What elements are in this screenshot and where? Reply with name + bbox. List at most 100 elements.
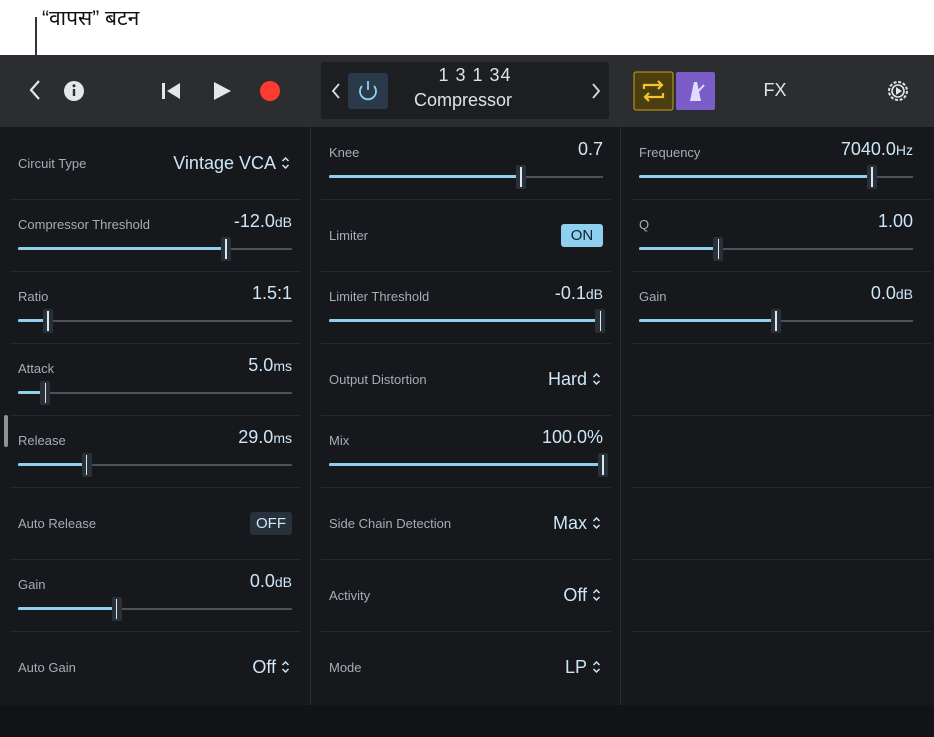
row-divider [631, 343, 931, 344]
control-label: Ratio [18, 289, 49, 304]
menu-chevron [592, 660, 601, 679]
row-divider [631, 415, 931, 416]
slider-track[interactable] [639, 248, 913, 250]
back-button[interactable] [29, 80, 40, 100]
menu-value[interactable]: LP [564, 657, 587, 677]
bottom-bar [0, 705, 934, 737]
chevron-glyph [592, 660, 601, 674]
toggle-button[interactable]: ON [561, 224, 603, 247]
slider-fill [18, 607, 117, 610]
row-divider [631, 199, 931, 200]
control-value: -0.1dB [431, 283, 603, 304]
slider-track[interactable] [18, 464, 292, 466]
rewind-button[interactable] [162, 83, 180, 99]
column-divider [310, 127, 311, 705]
control-label: Gain [18, 577, 46, 592]
slider-fill [639, 319, 776, 322]
control-label: Activity [329, 588, 371, 603]
cycle-glyph [642, 80, 665, 102]
menu-chevron [592, 372, 601, 391]
slider-handle-line [115, 599, 118, 619]
cycle-button[interactable] [633, 71, 674, 111]
slider-handle-line [44, 383, 47, 403]
position-display: 1 3 1 34 [438, 65, 512, 85]
scroll-indicator [4, 415, 8, 447]
settings-button[interactable] [888, 81, 908, 101]
slider-handle-line [602, 455, 604, 475]
menu-value[interactable]: Vintage VCA [173, 153, 276, 173]
menu-value[interactable]: Off [563, 585, 587, 605]
slider-fill [329, 175, 521, 178]
value-unit: dB [274, 574, 292, 590]
row-divider [631, 271, 931, 272]
control-label: Mode [329, 660, 362, 675]
value-number: 29.0 [238, 427, 274, 447]
row-divider [10, 559, 300, 560]
slider-handle-line [225, 239, 227, 259]
control-label: Attack [18, 361, 55, 376]
menu-value[interactable]: Max [552, 513, 587, 533]
menu-value[interactable]: Hard [547, 369, 587, 389]
menu-chevron [281, 660, 290, 679]
value-unit: dB [585, 286, 603, 302]
slider-fill [639, 175, 872, 178]
row-divider [631, 631, 931, 632]
slider-fill [18, 247, 227, 250]
power-button[interactable] [348, 73, 388, 109]
value-unit: ms [273, 358, 292, 374]
callout-line [35, 17, 37, 80]
value-number: 0.0 [249, 571, 275, 591]
control-label: Mix [329, 433, 350, 448]
slider-fill [18, 319, 49, 322]
control-label: Gain [639, 289, 667, 304]
row-divider [321, 631, 611, 632]
value-number: 0.0 [870, 283, 896, 303]
row-divider [321, 415, 611, 416]
row-divider [321, 559, 611, 560]
toggle-button[interactable]: OFF [250, 512, 292, 535]
control-label: Compressor Threshold [18, 217, 150, 232]
plugin-name: Compressor [413, 90, 513, 110]
chevron-glyph [592, 588, 601, 602]
metronome-glyph [692, 84, 705, 98]
row-divider [10, 631, 300, 632]
value-number: -12.0 [233, 211, 275, 231]
control-label: Limiter [329, 228, 369, 243]
row-divider [10, 487, 300, 488]
slider-handle-line [85, 455, 88, 475]
slider-fill [329, 319, 601, 322]
value-number: 7040.0 [840, 139, 896, 159]
fx-button[interactable]: FX [763, 80, 787, 100]
control-label: Circuit Type [18, 156, 87, 171]
value-unit: ms [273, 430, 292, 446]
control-label: Side Chain Detection [329, 516, 452, 531]
value-unit: Hz [895, 142, 913, 158]
control-value: 0.0dB [120, 571, 292, 592]
control-label: Limiter Threshold [329, 289, 430, 304]
row-divider [321, 487, 611, 488]
play-button[interactable] [214, 82, 231, 100]
menu-chevron [592, 516, 601, 535]
slider-handle-line [871, 167, 873, 187]
value-unit: dB [274, 214, 292, 230]
row-divider [10, 343, 300, 344]
row-divider [10, 271, 300, 272]
chevron-glyph [281, 660, 290, 674]
slider-track[interactable] [18, 608, 292, 610]
value-unit: dB [895, 286, 913, 302]
menu-value[interactable]: Off [252, 657, 276, 677]
power-glyph [359, 85, 377, 101]
next-plugin[interactable] [592, 83, 601, 99]
slider-track[interactable] [18, 392, 292, 394]
prev-plugin[interactable] [331, 83, 340, 99]
row-divider [631, 487, 931, 488]
control-value: 29.0ms [120, 427, 292, 448]
column-divider [620, 127, 621, 705]
value-number: 5.0 [248, 355, 274, 375]
row-divider [321, 343, 611, 344]
slider-track[interactable] [18, 320, 292, 322]
record-button[interactable] [260, 81, 280, 101]
control-label: Knee [329, 145, 360, 160]
info-glyph [72, 84, 76, 88]
control-label: Auto Gain [18, 660, 76, 675]
